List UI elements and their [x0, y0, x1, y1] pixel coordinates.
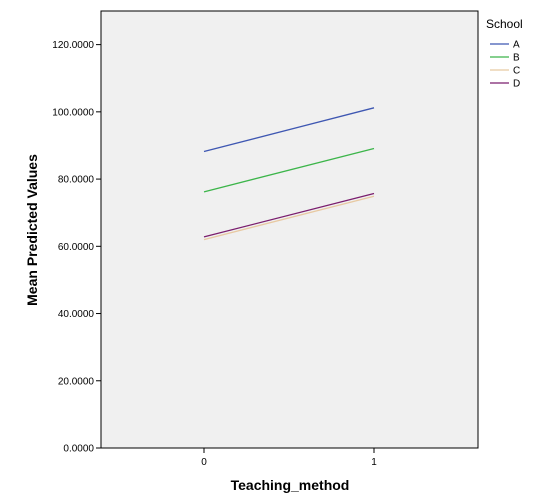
- legend-label-b: B: [513, 53, 520, 64]
- legend-label-d: D: [513, 79, 520, 90]
- x-tick-label: 1: [371, 457, 377, 468]
- y-tick-label: 100.0000: [52, 107, 94, 118]
- y-tick-label: 60.0000: [58, 242, 95, 253]
- legend-title: School: [486, 17, 523, 31]
- series-line-d: [203, 192, 375, 238]
- y-tick-label: 20.0000: [58, 376, 95, 387]
- legend-label-a: A: [513, 40, 520, 51]
- series-line-a: [203, 107, 375, 153]
- series-lines: [203, 107, 375, 241]
- y-tick-label: 40.0000: [58, 309, 95, 320]
- y-axis: 0.0000 20.0000 40.0000 60.0000 80.0000 100.00…: [52, 40, 101, 455]
- y-tick-label: 0.0000: [63, 444, 94, 455]
- y-axis-title: Mean Predicted Values: [24, 154, 40, 306]
- legend-label-c: C: [513, 66, 520, 77]
- plot-area: [100, 10, 479, 449]
- x-tick-label: 0: [201, 457, 207, 468]
- series-line-c: [203, 195, 375, 241]
- y-tick-label: 120.0000: [52, 40, 94, 51]
- y-tick-label: 80.0000: [58, 175, 95, 186]
- x-axis-title: Teaching_method: [231, 477, 350, 493]
- series-line-b: [203, 147, 375, 193]
